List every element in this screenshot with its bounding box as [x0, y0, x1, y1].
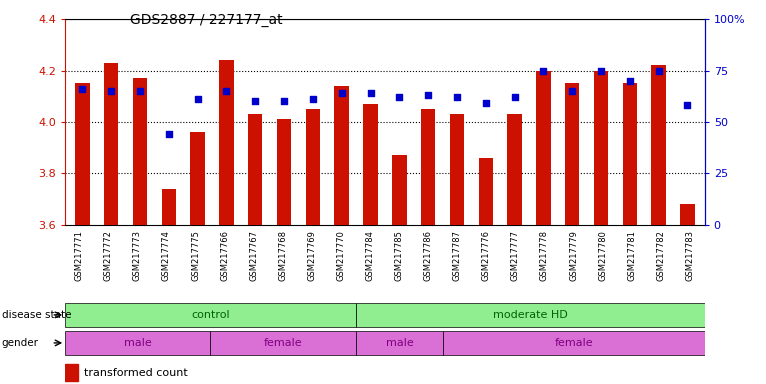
Point [393, 94, 405, 100]
Point [306, 96, 319, 103]
Bar [104, 63, 119, 225]
Text: GSM217785: GSM217785 [394, 230, 404, 281]
Point [221, 88, 233, 94]
Text: disease state: disease state [2, 310, 71, 320]
Point [278, 98, 290, 104]
Text: GSM217776: GSM217776 [482, 230, 491, 281]
Bar [75, 83, 90, 225]
Text: GSM217769: GSM217769 [307, 230, 316, 281]
Text: GSM217774: GSM217774 [162, 230, 171, 281]
Text: GDS2887 / 227177_at: GDS2887 / 227177_at [130, 13, 283, 27]
Text: female: female [264, 338, 303, 348]
Point [77, 86, 89, 92]
Text: GSM217779: GSM217779 [569, 230, 578, 281]
Point [480, 100, 492, 106]
Bar [651, 65, 666, 225]
Point [595, 68, 607, 74]
Text: GSM217782: GSM217782 [656, 230, 665, 281]
Bar [306, 109, 320, 225]
Bar [392, 155, 407, 225]
Text: control: control [192, 310, 230, 320]
Bar [162, 189, 176, 225]
Text: GSM217784: GSM217784 [365, 230, 375, 281]
Bar [443, 331, 705, 355]
Point [566, 88, 578, 94]
Bar [219, 60, 234, 225]
Bar [356, 303, 705, 327]
Point [653, 68, 665, 74]
Text: GSM217787: GSM217787 [453, 230, 462, 281]
Text: GSM217786: GSM217786 [424, 230, 433, 281]
Point [422, 92, 434, 98]
Bar [356, 331, 443, 355]
Text: transformed count: transformed count [84, 368, 188, 378]
Text: moderate HD: moderate HD [493, 310, 568, 320]
Text: GSM217770: GSM217770 [336, 230, 345, 281]
Bar [65, 331, 211, 355]
Point [537, 68, 549, 74]
Bar [536, 71, 551, 225]
Point [681, 103, 693, 109]
Bar [65, 303, 356, 327]
Text: GSM217772: GSM217772 [104, 230, 113, 281]
Point [249, 98, 261, 104]
Point [105, 88, 117, 94]
Bar [565, 83, 579, 225]
Bar [191, 132, 205, 225]
Text: gender: gender [2, 338, 38, 348]
Point [336, 90, 348, 96]
Point [192, 96, 204, 103]
Text: GSM217773: GSM217773 [133, 230, 142, 281]
Bar [421, 109, 435, 225]
Text: GSM217775: GSM217775 [191, 230, 200, 281]
Point [134, 88, 146, 94]
Bar [594, 71, 608, 225]
Point [162, 131, 175, 137]
Bar [277, 119, 291, 225]
Bar [211, 331, 356, 355]
Point [509, 94, 521, 100]
Bar [248, 114, 263, 225]
Text: GSM217778: GSM217778 [540, 230, 549, 281]
Point [451, 94, 463, 100]
Bar [450, 114, 464, 225]
Text: GSM217768: GSM217768 [278, 230, 287, 281]
Text: male: male [124, 338, 152, 348]
Bar [507, 114, 522, 225]
Text: GSM217771: GSM217771 [75, 230, 83, 281]
Text: male: male [385, 338, 414, 348]
Bar [623, 83, 637, 225]
Point [365, 90, 377, 96]
Text: GSM217783: GSM217783 [686, 230, 694, 281]
Bar [65, 364, 78, 381]
Text: female: female [555, 338, 593, 348]
Text: GSM217767: GSM217767 [249, 230, 258, 281]
Text: GSM217781: GSM217781 [627, 230, 636, 281]
Text: GSM217777: GSM217777 [511, 230, 520, 281]
Point [624, 78, 636, 84]
Bar [133, 78, 147, 225]
Bar [680, 204, 695, 225]
Text: GSM217780: GSM217780 [598, 230, 607, 281]
Bar [479, 158, 493, 225]
Bar [363, 104, 378, 225]
Bar [335, 86, 349, 225]
Text: GSM217766: GSM217766 [220, 230, 229, 281]
